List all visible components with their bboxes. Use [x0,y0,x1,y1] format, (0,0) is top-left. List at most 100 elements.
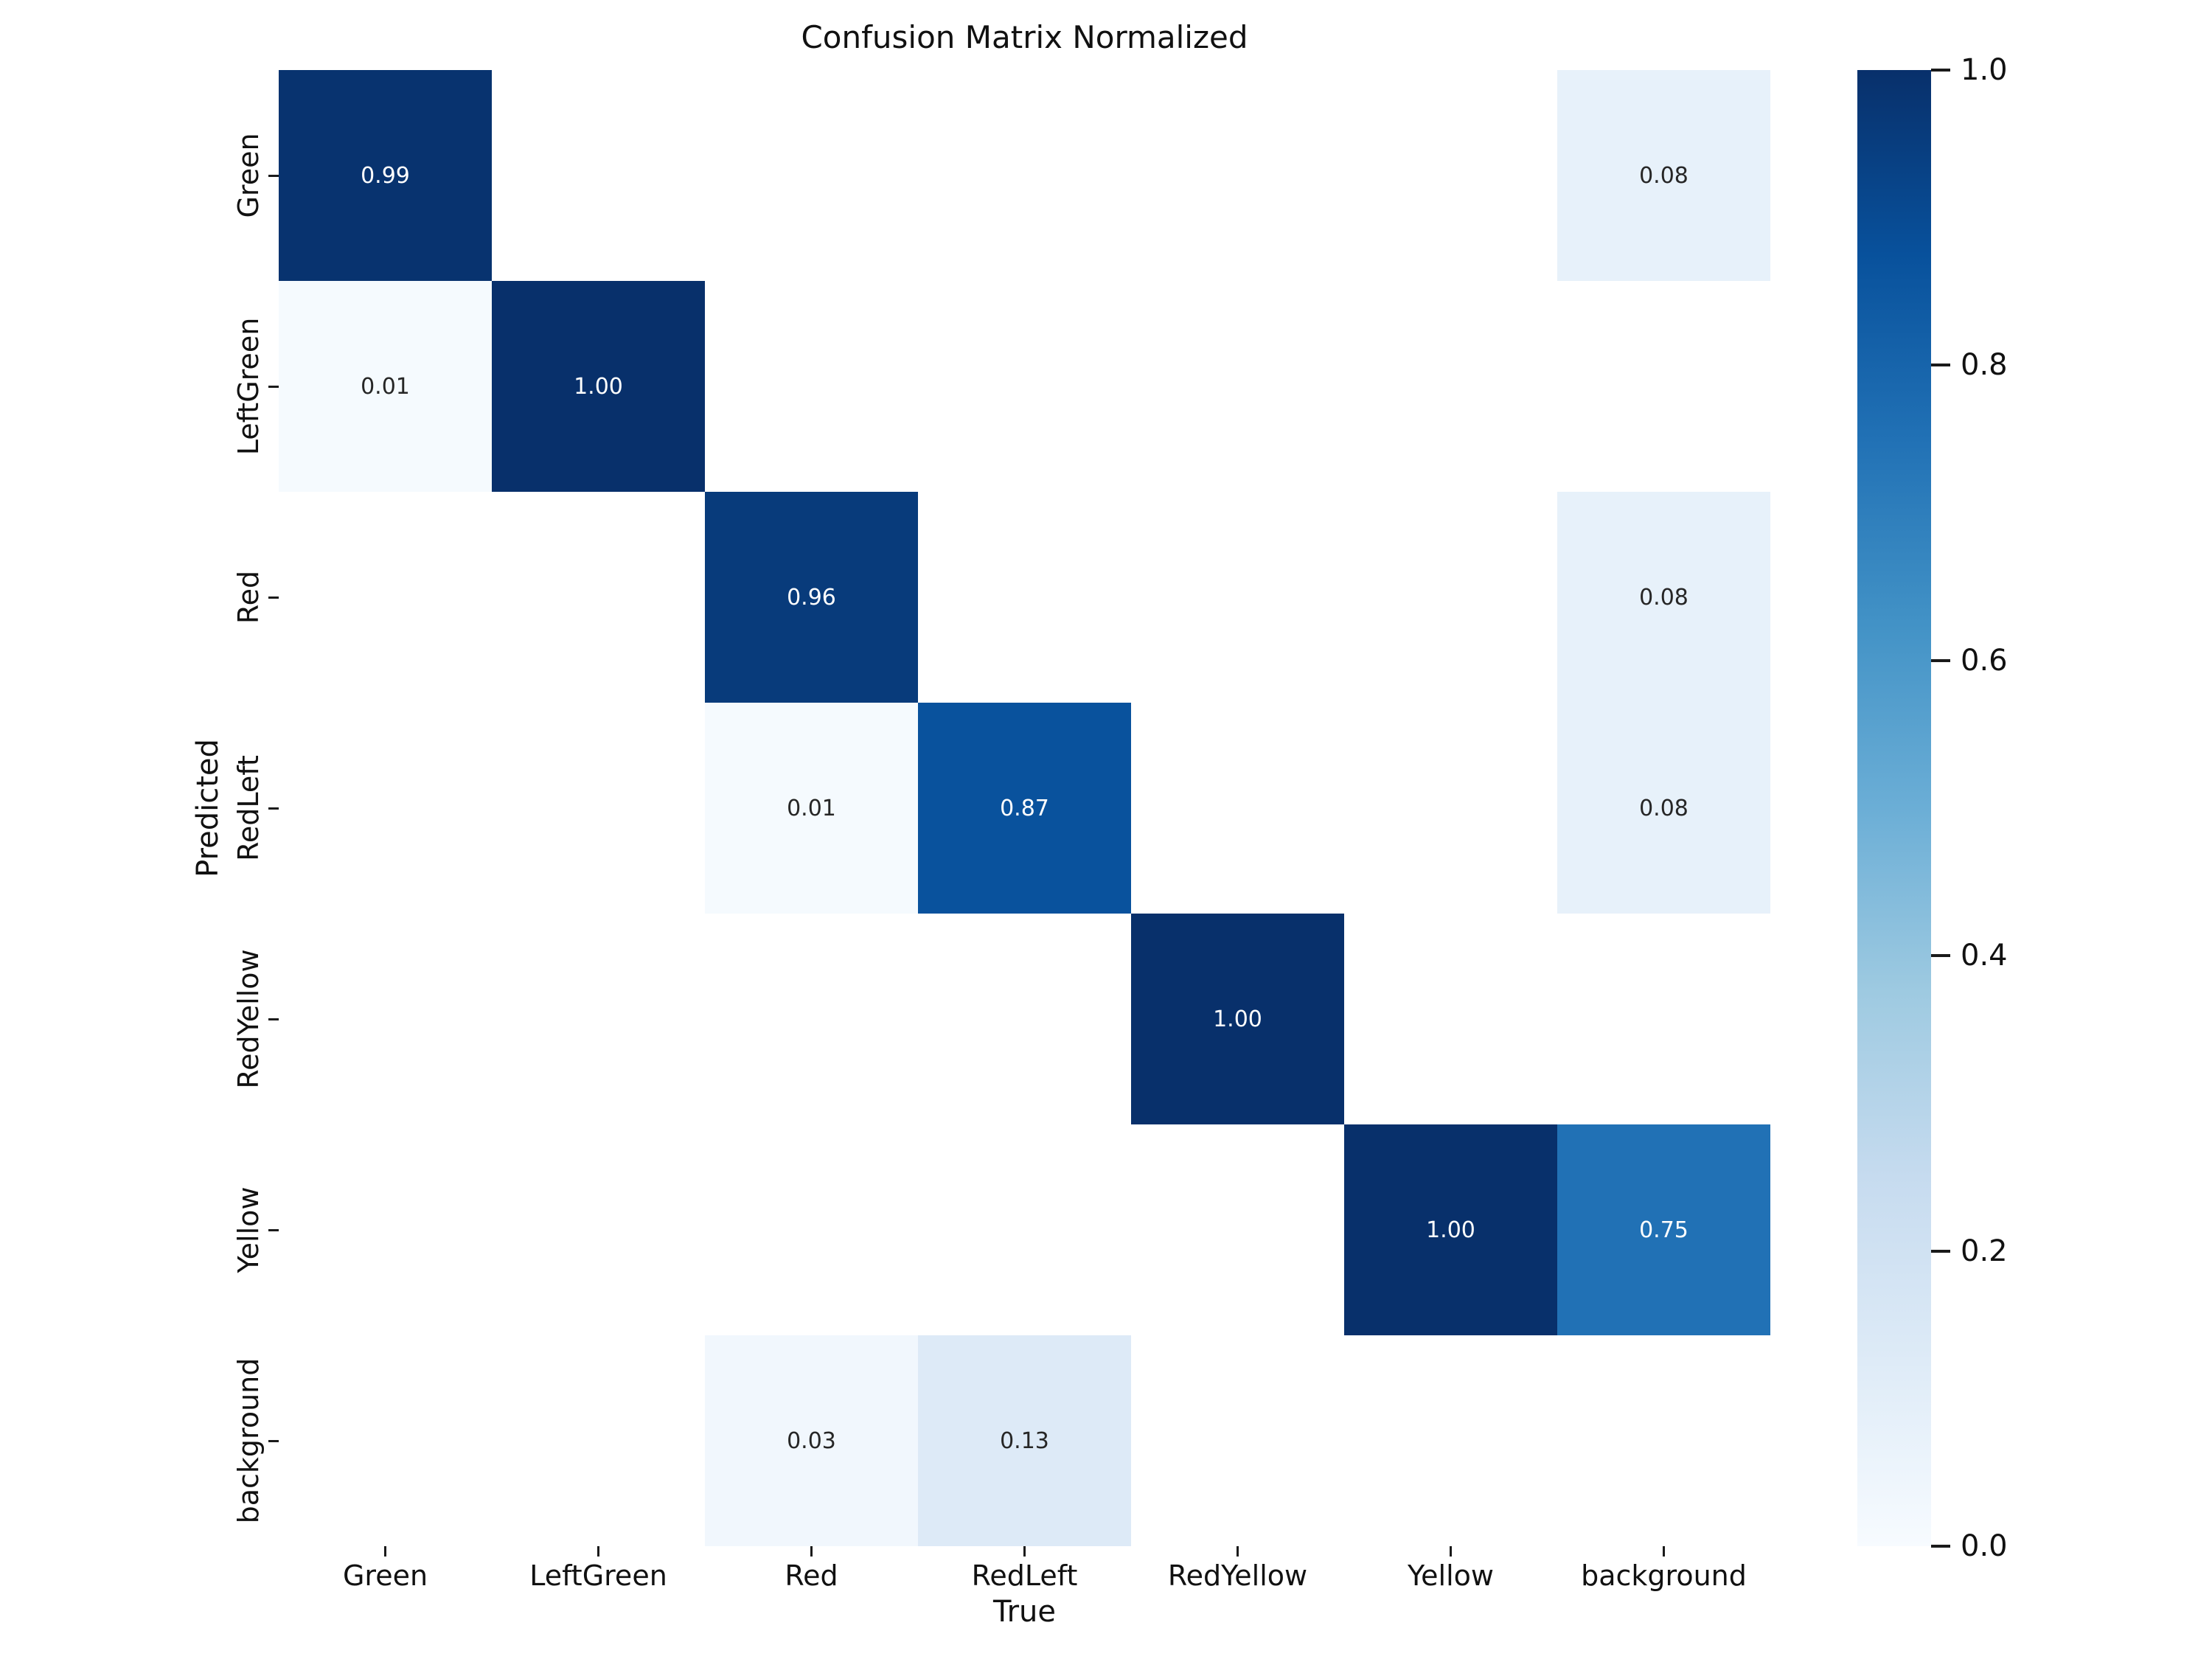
y-axis-label: Predicted [191,739,225,877]
heatmap-cell: 0.99 [279,70,492,281]
cell-value: 0.01 [361,373,410,400]
x-tick-mark [597,1546,599,1557]
colorbar-gradient [1857,70,1931,1546]
colorbar-tick-label: 0.8 [1961,348,2008,383]
heatmap-cell: 0.87 [918,703,1131,914]
heatmap-cell [705,1124,918,1335]
colorbar-tick-mark [1931,954,1950,958]
y-tick-label: RedLeft [232,755,265,861]
heatmap-cell [492,703,705,914]
colorbar-tick-label: 0.2 [1961,1234,2008,1268]
colorbar-tick-mark [1931,658,1950,662]
heatmap-cell [705,281,918,492]
y-tick-mark [268,385,279,388]
heatmap-cell [1131,703,1344,914]
y-tick-mark [268,174,279,177]
heatmap-cell: 0.96 [705,492,918,703]
heatmap-cell [492,1124,705,1335]
heatmap-cell: 0.03 [705,1335,918,1546]
x-tick-label: LeftGreen [529,1559,667,1592]
heatmap-cell: 0.01 [705,703,918,914]
heatmap-cell [1131,492,1344,703]
heatmap-cell [918,70,1131,281]
x-tick-mark [1663,1546,1665,1557]
heatmap-cell: 0.13 [918,1335,1131,1546]
heatmap-cell: 1.00 [1344,1124,1557,1335]
x-tick-label: RedYellow [1167,1559,1308,1592]
cell-value: 1.00 [1426,1217,1475,1243]
colorbar-tick-mark [1931,69,1950,72]
heatmap-cell [918,492,1131,703]
heatmap-cell [492,914,705,1124]
heatmap-cell [492,492,705,703]
heatmap-grid: 0.99 0.08 0.01 1.00 0.96 0.08 0.01 0.87 0.08 1.00… [279,70,1770,1546]
heatmap-cell [279,1335,492,1546]
heatmap-cell [918,914,1131,1124]
heatmap-cell [1131,1335,1344,1546]
heatmap-cell [279,492,492,703]
heatmap-cell: 1.00 [492,281,705,492]
heatmap-cell [1557,1335,1770,1546]
cell-value: 0.87 [1000,795,1049,821]
heatmap-cell [1344,70,1557,281]
heatmap-cell [1344,1335,1557,1546]
y-tick-mark [268,807,279,810]
chart-title: Confusion Matrix Normalized [801,19,1248,55]
y-tick-label: RedYellow [232,949,265,1089]
heatmap-cell [1131,281,1344,492]
heatmap-cell [918,1124,1131,1335]
heatmap-cell [1344,914,1557,1124]
x-tick-label: RedLeft [971,1559,1078,1592]
y-tick-label: Yellow [232,1186,265,1273]
cell-value: 1.00 [574,373,623,400]
y-tick-mark [268,1018,279,1020]
x-tick-mark [384,1546,386,1557]
cell-value: 0.08 [1639,162,1688,189]
heatmap-cell: 0.75 [1557,1124,1770,1335]
x-tick-mark [810,1546,813,1557]
cell-value: 0.13 [1000,1427,1049,1454]
y-tick-label: Green [232,133,265,218]
heatmap-cell [1344,703,1557,914]
heatmap-cell [279,1124,492,1335]
heatmap-cell [492,70,705,281]
heatmap-cell [1557,914,1770,1124]
cell-value: 0.08 [1639,795,1688,821]
cell-value: 0.75 [1639,1217,1688,1243]
x-tick-label: Red [785,1559,838,1592]
heatmap-cell: 0.01 [279,281,492,492]
heatmap-cell [279,914,492,1124]
heatmap-cell: 1.00 [1131,914,1344,1124]
cell-value: 1.00 [1213,1006,1262,1032]
heatmap-cell [1557,281,1770,492]
heatmap-cell: 0.08 [1557,70,1770,281]
cell-value: 0.96 [787,584,836,611]
cell-value: 0.03 [787,1427,836,1454]
heatmap-cell [705,914,918,1124]
x-tick-mark [1023,1546,1026,1557]
y-tick-label: background [232,1357,265,1524]
heatmap-cell: 0.08 [1557,492,1770,703]
x-axis-label: True [993,1595,1056,1629]
colorbar-tick-label: 0.6 [1961,643,2008,678]
colorbar-tick-mark [1931,364,1950,367]
y-tick-mark [268,1228,279,1231]
x-tick-mark [1237,1546,1239,1557]
colorbar-tick-label: 1.0 [1961,53,2008,87]
colorbar-tick-label: 0.4 [1961,939,2008,973]
x-tick-label: Yellow [1408,1559,1494,1592]
cell-value: 0.08 [1639,584,1688,611]
y-tick-label: LeftGreen [232,317,265,456]
heatmap-cell: 0.08 [1557,703,1770,914]
heatmap-cell [1344,492,1557,703]
y-tick-label: Red [232,570,265,625]
cell-value: 0.99 [361,162,410,189]
x-tick-label: Green [342,1559,428,1592]
y-tick-mark [268,1439,279,1442]
heatmap-cell [918,281,1131,492]
heatmap-cell [705,70,918,281]
x-tick-mark [1450,1546,1452,1557]
heatmap-cell [1131,70,1344,281]
x-tick-label: background [1581,1559,1747,1592]
